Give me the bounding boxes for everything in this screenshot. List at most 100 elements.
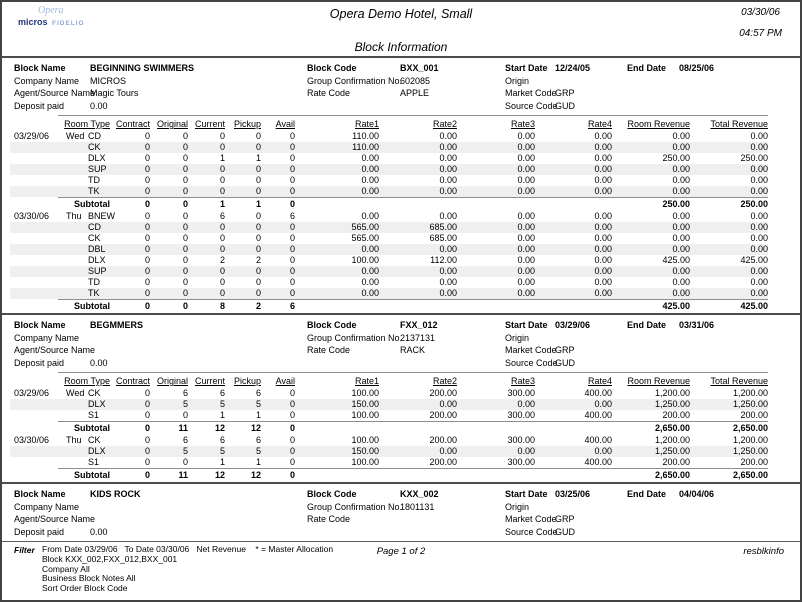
cell-value: 0 (219, 186, 225, 196)
cell-value: 0 (144, 255, 150, 265)
column-header: Contract (116, 376, 150, 387)
cell-value: 2 (255, 255, 261, 265)
info-value (90, 344, 307, 357)
cell-value: 0.00 (439, 277, 457, 287)
subtotal-value: 12 (214, 423, 225, 433)
cell-value: 0.00 (594, 288, 612, 298)
cell-value: 0 (144, 266, 150, 276)
info-label (307, 357, 400, 370)
cell-value: 0.00 (750, 211, 768, 221)
cell-value: 1,200.00 (654, 435, 690, 445)
subtotal-label: Subtotal (74, 470, 110, 480)
cell-value: 1,250.00 (654, 446, 690, 456)
table-row: SUP 0 0 0 0 0 0.00 0.00 0.00 0.00 0.00 0.00 (10, 164, 768, 175)
cell-value: 1 (219, 153, 225, 163)
cell-value: 0.00 (439, 131, 457, 141)
cell-value: 0 (255, 288, 261, 298)
info-value: 0.00 (90, 100, 108, 111)
info-label: Rate Code (307, 514, 351, 524)
subtotal-total-revenue: 250.00 (740, 199, 768, 209)
cell-value: 100.00 (351, 457, 379, 467)
info-value: APPLE (400, 88, 430, 98)
cell-value: 200.00 (429, 457, 457, 467)
column-header-label: Total Revenue (710, 119, 768, 129)
cell-value: 100.00 (351, 255, 379, 265)
cell-value: 6 (219, 435, 225, 445)
info-value: 03/31/06 (679, 320, 715, 330)
column-header-label: Avail (275, 376, 295, 386)
cell-value: 0.00 (672, 266, 690, 276)
cell-value: 2 (219, 255, 225, 265)
column-header: Avail (261, 119, 295, 130)
info-label: Company Name (14, 75, 80, 86)
column-header-label: Total Revenue (710, 376, 768, 386)
cell-value: 100.00 (351, 435, 379, 445)
cell-room-type: DLX (88, 153, 106, 163)
cell-value: 0 (144, 131, 150, 141)
cell-day: Wed (66, 131, 85, 141)
subtotal-value: 0 (289, 423, 295, 433)
cell-value: 0 (219, 164, 225, 174)
cell-value: 0.00 (439, 399, 457, 409)
table-header-row: Room Type Contract Original Current Pickup Av… (10, 373, 768, 388)
column-header: Pickup (225, 376, 261, 387)
cell-value: 0.00 (594, 222, 612, 232)
cell-value: 0.00 (361, 153, 379, 163)
cell-value: 0 (182, 457, 188, 467)
info-row: Company Name MICROS Group Confirmation No.… (14, 75, 800, 88)
info-label: Company Name (14, 501, 80, 512)
cell-value: 0.00 (439, 288, 457, 298)
info-label: Source Code (505, 526, 558, 537)
cell-value: 150.00 (351, 446, 379, 456)
cell-value: 6 (289, 211, 295, 221)
cell-value: 0.00 (750, 222, 768, 232)
column-header: Rate4 (535, 119, 612, 130)
cell-value: 0.00 (439, 244, 457, 254)
cell-value: 0.00 (361, 277, 379, 287)
column-header: Rate3 (457, 119, 535, 130)
info-value: 03/29/06 (555, 320, 591, 330)
column-header: Total Revenue (690, 376, 768, 387)
filter-section: Filter From Date 03/29/06 To Date 03/30/… (14, 544, 788, 594)
info-value: GRP (555, 345, 575, 355)
column-header: Rate1 (295, 119, 379, 130)
cell-room-type: CD (88, 222, 101, 232)
info-label: Agent/Source Name (14, 514, 96, 524)
cell-value: 200.00 (740, 410, 768, 420)
cell-value: 0.00 (750, 277, 768, 287)
cell-value: 0.00 (750, 244, 768, 254)
subtotal-value: 0 (144, 199, 150, 209)
subtotal-row: Subtotal 0 0 8 2 6 425.00 425.00 (10, 300, 768, 313)
info-value: 0.00 (90, 357, 108, 368)
cell-value: 400.00 (584, 410, 612, 420)
cell-value: 6 (182, 435, 188, 445)
info-row: Agent/Source Name Magic Tours Rate Code APP… (14, 87, 800, 100)
cell-value: 1,250.00 (654, 399, 690, 409)
column-header-label: Rate3 (510, 119, 535, 129)
cell-value: 0.00 (361, 186, 379, 196)
info-value: BEGINNING SWIMMERS (90, 63, 195, 73)
info-label: Start Date (505, 320, 548, 330)
subtotal-total-revenue: 425.00 (740, 301, 768, 311)
filter-line: Business Block Notes All (42, 573, 136, 584)
info-value: BXX_001 (400, 63, 439, 73)
info-label: Market Code (505, 88, 557, 98)
info-value: FXX_012 (400, 320, 438, 330)
info-label: Group Confirmation No. (307, 332, 403, 343)
cell-value: 1,200.00 (732, 388, 768, 398)
cell-value: 200.00 (740, 457, 768, 467)
info-row: Company Name Group Confirmation No. 180113… (14, 501, 800, 514)
cell-room-type: TD (88, 277, 100, 287)
cell-value: 0 (144, 457, 150, 467)
cell-value: 0.00 (517, 222, 535, 232)
column-header: Current (188, 119, 225, 130)
cell-room-type: DLX (88, 446, 106, 456)
info-label: Block Name (14, 489, 66, 499)
cell-value: 0 (182, 255, 188, 265)
cell-value: 400.00 (584, 457, 612, 467)
subtotal-row: Subtotal 0 11 12 12 0 2,650.00 2,650.00 (10, 469, 768, 482)
info-label (627, 357, 679, 370)
cell-value: 0 (289, 288, 295, 298)
info-value: GUD (555, 526, 575, 537)
cell-value: 112.00 (430, 255, 457, 265)
